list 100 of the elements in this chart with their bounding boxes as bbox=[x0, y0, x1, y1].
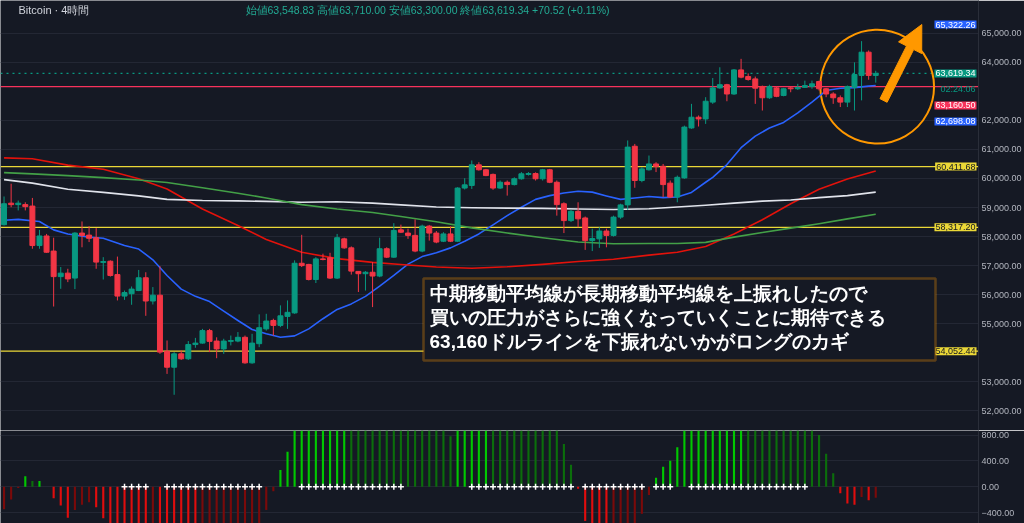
bar bbox=[860, 486, 863, 498]
bar bbox=[2, 486, 6, 510]
line-series bbox=[3, 171, 877, 245]
bar bbox=[697, 430, 700, 487]
bar bbox=[24, 476, 27, 487]
y-tick-label: 800.00 bbox=[981, 430, 1010, 441]
bar bbox=[357, 430, 360, 487]
candlestick bbox=[603, 228, 610, 248]
bar bbox=[10, 486, 13, 500]
bar bbox=[442, 430, 445, 487]
bar bbox=[279, 469, 282, 487]
bar bbox=[109, 486, 112, 523]
y-tick-label: 62,000.00 bbox=[981, 115, 1022, 126]
bar bbox=[38, 480, 41, 487]
bar bbox=[385, 430, 388, 487]
bar bbox=[619, 486, 622, 523]
y-tick-label: 0.00 bbox=[981, 481, 1000, 492]
candlestick bbox=[312, 256, 319, 284]
ref-line-label: 60,411.68 bbox=[936, 161, 976, 172]
line-series bbox=[3, 157, 877, 269]
bar bbox=[591, 486, 594, 523]
bar bbox=[201, 486, 204, 523]
candlestick bbox=[149, 286, 156, 305]
y-tick-label: 65,000.00 bbox=[981, 28, 1022, 39]
ref-line-label: 63,619.34 bbox=[935, 68, 976, 79]
bar bbox=[683, 430, 686, 487]
y-tick-label: 400.00 bbox=[981, 455, 1010, 466]
bar bbox=[116, 486, 119, 523]
bar bbox=[222, 486, 225, 523]
candlestick bbox=[36, 229, 43, 250]
y-tick-label: 64,000.00 bbox=[981, 57, 1022, 68]
bar bbox=[704, 430, 707, 487]
bar bbox=[541, 430, 544, 487]
bar bbox=[435, 430, 438, 487]
bar bbox=[548, 430, 551, 487]
bar bbox=[66, 486, 69, 518]
bar bbox=[428, 430, 431, 487]
y-tick-label: 60,000.00 bbox=[981, 173, 1022, 184]
bar bbox=[158, 486, 162, 523]
ref-line-label: 54,052.44 bbox=[935, 346, 976, 357]
ref-line-label: 58,317.20 bbox=[935, 222, 976, 233]
annotation: 62,698.08 bbox=[935, 116, 976, 127]
candlestick bbox=[1, 195, 8, 227]
bar bbox=[711, 430, 714, 487]
bar bbox=[350, 430, 353, 487]
chart-title: Bitcoin · 4時間 bbox=[18, 3, 90, 16]
annotation: 02:24:06 bbox=[940, 84, 976, 95]
bar bbox=[775, 430, 778, 487]
bar bbox=[130, 486, 133, 523]
chart-subtitle: 始値63,548.83 高値63,710.00 安値63,300.00 終値63,619.34 +70.52 (+0.11%) bbox=[245, 3, 610, 16]
bar bbox=[449, 436, 452, 487]
bar bbox=[215, 486, 218, 523]
candlestick bbox=[142, 271, 149, 317]
y-tick-label: 58,000.00 bbox=[981, 231, 1022, 242]
bar bbox=[208, 486, 211, 523]
bar bbox=[59, 486, 62, 506]
bar bbox=[789, 430, 792, 487]
bar bbox=[768, 430, 771, 487]
bar bbox=[137, 486, 140, 523]
bar bbox=[598, 486, 601, 523]
bar bbox=[406, 430, 410, 487]
annotation: 63,160ドルラインを下振れないかがロングのカギ bbox=[429, 330, 850, 352]
bar bbox=[265, 486, 268, 510]
bar bbox=[761, 430, 764, 487]
bar bbox=[293, 430, 296, 487]
bar bbox=[612, 486, 615, 523]
bar bbox=[463, 430, 466, 487]
ref-line-label: 63,160.50 bbox=[935, 100, 976, 111]
bar bbox=[286, 451, 289, 487]
y-tick-label: 59,000.00 bbox=[981, 202, 1022, 213]
bar bbox=[853, 486, 856, 505]
bar bbox=[123, 486, 126, 523]
candlestick bbox=[171, 351, 178, 396]
bar bbox=[754, 430, 757, 487]
bar bbox=[421, 430, 424, 487]
y-tick-label: 61,000.00 bbox=[981, 144, 1022, 155]
y-tick-label: 52,000.00 bbox=[981, 405, 1022, 416]
bar bbox=[194, 486, 197, 523]
bar bbox=[832, 473, 835, 487]
y-tick-label: 57,000.00 bbox=[981, 260, 1022, 271]
candlestick bbox=[57, 266, 64, 290]
bar bbox=[676, 447, 679, 487]
bar bbox=[364, 430, 367, 487]
annotation: 65,322.26 bbox=[935, 19, 976, 30]
bar bbox=[95, 486, 98, 508]
bar bbox=[520, 430, 523, 487]
bar bbox=[782, 430, 785, 487]
bar bbox=[31, 480, 34, 487]
bar bbox=[80, 486, 84, 505]
bar bbox=[73, 486, 76, 510]
bar bbox=[534, 430, 537, 487]
bar bbox=[690, 430, 693, 487]
bar bbox=[527, 430, 530, 487]
bar bbox=[817, 435, 821, 487]
bar bbox=[825, 453, 828, 487]
candlestick bbox=[100, 256, 107, 281]
candlestick bbox=[369, 261, 376, 308]
bar bbox=[300, 430, 303, 487]
bar bbox=[867, 486, 870, 501]
y-tick-label: 55,000.00 bbox=[981, 318, 1022, 329]
